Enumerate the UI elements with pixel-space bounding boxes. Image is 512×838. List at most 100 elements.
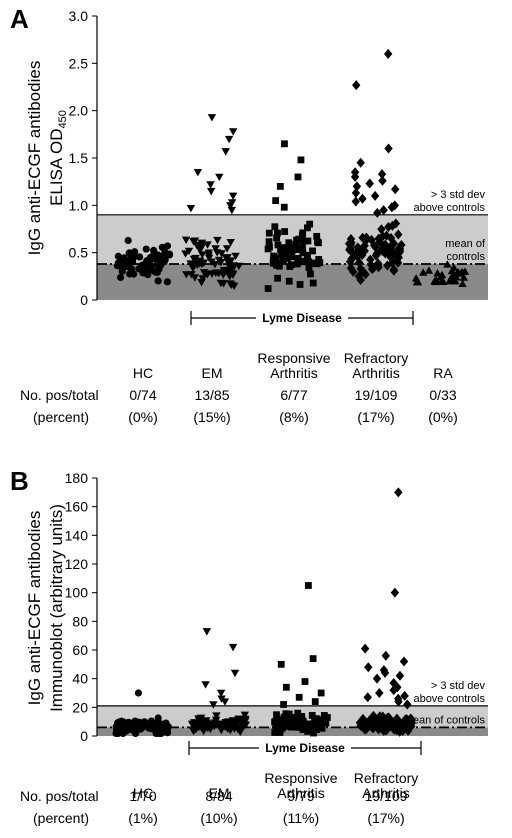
category-label: Responsive xyxy=(257,350,330,366)
data-point xyxy=(351,196,360,207)
data-point xyxy=(400,690,409,701)
data-point xyxy=(384,222,393,233)
data-point xyxy=(370,190,380,201)
data-point xyxy=(447,266,457,275)
data-point xyxy=(309,279,317,287)
y-tick-label: 40 xyxy=(72,671,88,687)
data-point xyxy=(218,721,228,730)
data-point xyxy=(365,719,375,730)
data-point xyxy=(306,220,314,228)
data-point xyxy=(363,692,372,703)
chart-panel-a: A 0 0.5 1.0 1.5 2.0 2.5 3.0 IgG anti-ECGF antibo… xyxy=(10,4,488,425)
data-point xyxy=(271,729,279,736)
data-point xyxy=(323,714,331,721)
data-point xyxy=(189,727,198,736)
data-point xyxy=(460,267,470,275)
data-point xyxy=(226,257,236,265)
data-point xyxy=(191,254,200,263)
data-point xyxy=(201,717,211,725)
data-point xyxy=(383,48,393,59)
data-point xyxy=(273,261,280,269)
data-point xyxy=(281,245,289,252)
y-tick-label: 1.5 xyxy=(69,150,89,166)
data-point xyxy=(219,271,228,280)
data-point xyxy=(377,169,387,180)
data-point xyxy=(130,727,139,735)
data-point xyxy=(222,254,231,263)
data-point xyxy=(279,256,287,264)
pos-total-value: 19/109 xyxy=(365,788,408,804)
category-label: Refractory xyxy=(344,350,409,366)
data-point xyxy=(163,278,171,286)
below-mean-band xyxy=(97,727,488,736)
data-point xyxy=(293,260,301,268)
data-point xyxy=(285,718,293,726)
data-point xyxy=(371,241,380,252)
data-point xyxy=(241,717,250,725)
data-point xyxy=(391,218,401,229)
data-point xyxy=(217,726,226,735)
data-point xyxy=(155,265,163,273)
data-point xyxy=(187,720,197,729)
y-axis-label-2: Immunoblot (arbitrary units) xyxy=(47,504,66,712)
data-point xyxy=(239,722,249,731)
group-hc: HC1/70 (1%) xyxy=(112,689,172,826)
threshold-annotation: > 3 std dev xyxy=(431,189,486,201)
row-label-pos-total: No. pos/total xyxy=(20,788,99,804)
data-point xyxy=(299,243,306,251)
data-point xyxy=(198,275,207,283)
data-point xyxy=(369,262,378,273)
data-point xyxy=(356,275,365,286)
data-point xyxy=(299,726,307,733)
data-point xyxy=(226,238,235,247)
data-point xyxy=(319,716,326,724)
data-point xyxy=(224,135,234,144)
data-point xyxy=(227,281,236,290)
data-point xyxy=(372,673,382,684)
data-point xyxy=(288,246,296,254)
data-point xyxy=(280,713,288,721)
percent-value: (15%) xyxy=(193,409,230,425)
category-label: EM xyxy=(202,365,223,381)
data-point xyxy=(299,229,307,237)
percent-value: (1%) xyxy=(128,810,158,826)
y-tick-label: 120 xyxy=(65,556,89,572)
data-point xyxy=(114,729,122,738)
data-point xyxy=(227,720,236,728)
data-point xyxy=(358,232,367,243)
group-ra: RA 0/33 (0%) xyxy=(411,260,470,425)
data-point xyxy=(154,714,162,722)
data-point xyxy=(386,252,395,263)
data-point xyxy=(273,711,280,719)
percent-value: (11%) xyxy=(283,810,319,826)
category-label: Arthritis xyxy=(362,785,409,801)
data-point xyxy=(375,688,384,698)
data-point xyxy=(311,698,319,705)
data-point xyxy=(288,723,296,731)
data-point xyxy=(305,264,313,271)
data-point xyxy=(436,272,445,281)
data-point xyxy=(367,234,376,245)
data-point xyxy=(394,696,403,707)
data-point xyxy=(364,662,373,673)
data-point xyxy=(284,254,291,262)
data-point xyxy=(154,277,162,285)
category-label: Arthritis xyxy=(277,785,324,801)
data-point xyxy=(216,259,226,267)
threshold-annotation: above controls xyxy=(413,202,485,214)
data-point xyxy=(346,263,356,274)
data-point xyxy=(135,265,143,273)
data-point xyxy=(313,259,321,267)
y-tick-label: 2.5 xyxy=(69,55,89,71)
data-point xyxy=(220,698,230,706)
data-point xyxy=(151,721,159,730)
y-tick-label: 100 xyxy=(65,585,89,601)
data-point xyxy=(281,140,288,148)
data-point xyxy=(144,270,152,279)
data-point xyxy=(155,254,163,262)
